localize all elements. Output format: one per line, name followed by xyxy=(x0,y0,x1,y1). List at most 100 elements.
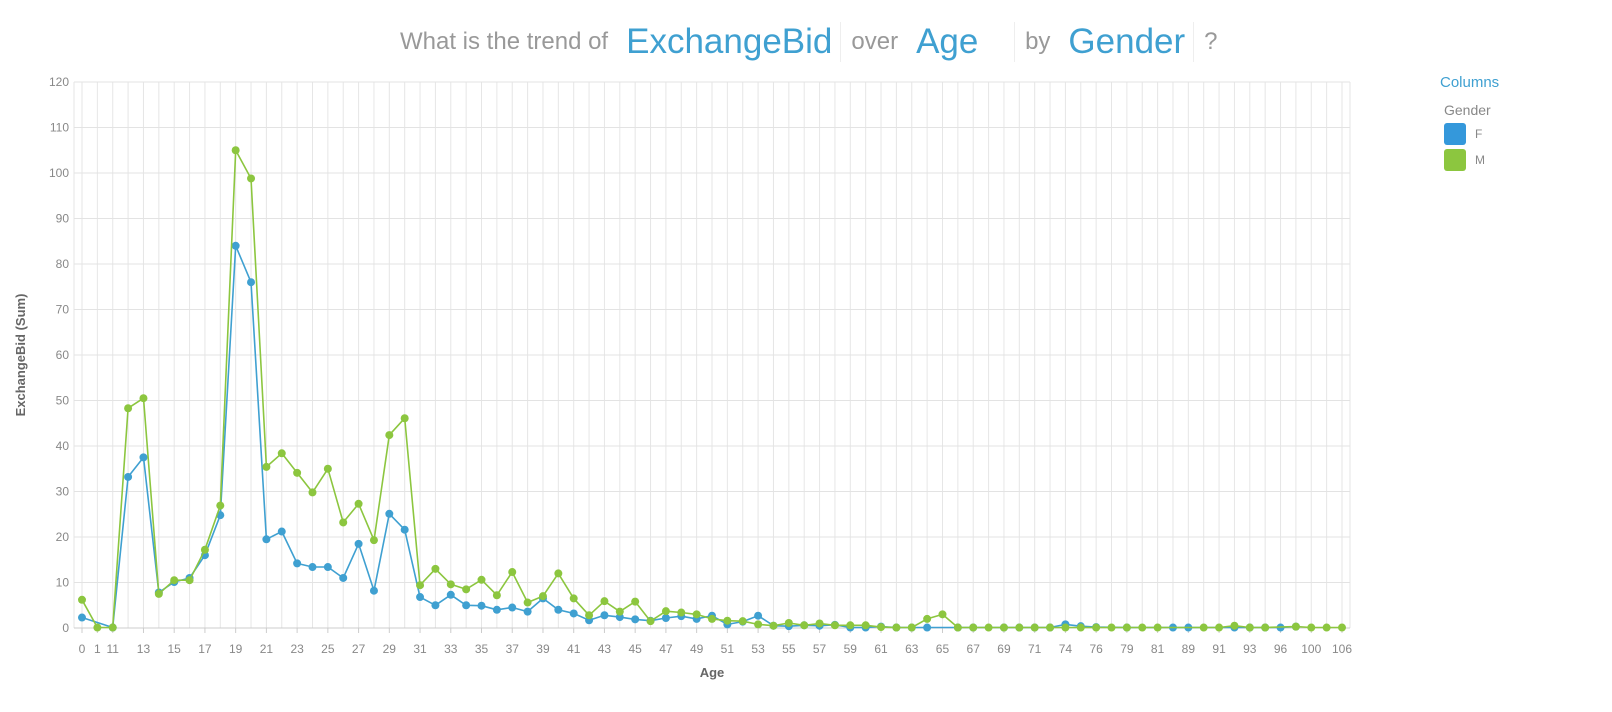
legend-item-m[interactable]: M xyxy=(1444,147,1499,173)
data-point-m xyxy=(861,621,870,630)
data-point-f xyxy=(492,605,501,614)
data-point-f xyxy=(385,509,394,518)
data-point-m xyxy=(78,595,86,604)
data-point-m xyxy=(1107,623,1116,632)
data-point-m xyxy=(661,607,670,616)
data-point-m xyxy=(416,581,425,590)
data-point-f xyxy=(262,535,271,544)
data-point-f xyxy=(923,623,932,632)
data-point-m xyxy=(585,611,594,620)
question-suffix: ? xyxy=(1204,28,1218,55)
x-tick-label: 23 xyxy=(290,642,304,656)
data-point-f xyxy=(554,605,563,614)
data-point-m xyxy=(369,536,378,545)
x-tick-label: 51 xyxy=(721,642,735,656)
data-point-f xyxy=(477,601,486,610)
data-point-m xyxy=(738,617,747,626)
data-point-m xyxy=(262,462,271,471)
data-point-m xyxy=(877,623,886,632)
data-point-m xyxy=(938,610,947,619)
data-point-f xyxy=(600,611,609,620)
x-tick-label: 45 xyxy=(628,642,642,656)
data-point-m xyxy=(677,608,686,617)
x-tick-label: 47 xyxy=(659,642,673,656)
data-point-m xyxy=(692,610,701,619)
data-point-m xyxy=(1245,623,1254,632)
question-by-word: by xyxy=(1025,28,1051,55)
data-point-m xyxy=(969,623,978,632)
data-point-m xyxy=(1138,623,1147,632)
data-point-m xyxy=(1153,623,1162,632)
data-point-m xyxy=(354,499,363,508)
legend-title[interactable]: Columns xyxy=(1440,74,1500,91)
series-m xyxy=(78,146,1346,632)
data-point-m xyxy=(139,394,148,403)
data-point-m xyxy=(154,589,163,598)
x-tick-label: 59 xyxy=(844,642,858,656)
legend: Columns Gender F M xyxy=(1440,74,1499,173)
x-tick-label: 55 xyxy=(782,642,796,656)
data-point-f xyxy=(754,611,763,620)
x-tick-label: 91 xyxy=(1212,642,1226,656)
data-point-m xyxy=(1030,623,1039,632)
x-tick-label: 1 xyxy=(94,642,101,656)
x-tick-label: 89 xyxy=(1182,642,1196,656)
x-tick-label: 13 xyxy=(137,642,151,656)
question-bar: What is the trend of ExchangeBid over Ag… xyxy=(400,16,1228,68)
data-point-m xyxy=(247,174,256,183)
data-point-m xyxy=(1092,623,1101,632)
legend-swatch-m xyxy=(1444,149,1466,171)
y-tick-label: 120 xyxy=(49,75,69,89)
data-point-m xyxy=(308,488,317,497)
legend-item-f[interactable]: F xyxy=(1444,121,1499,147)
measure-field-selector[interactable]: ExchangeBid xyxy=(618,22,842,62)
data-point-m xyxy=(923,614,932,623)
data-point-f xyxy=(661,613,670,622)
data-point-m xyxy=(830,621,839,630)
data-point-m xyxy=(815,619,824,628)
data-point-m xyxy=(723,616,732,625)
y-axis-title: ExchangeBid (Sum) xyxy=(13,294,28,417)
x-tick-label: 43 xyxy=(598,642,612,656)
x-tick-label: 25 xyxy=(321,642,335,656)
data-point-m xyxy=(1015,623,1024,632)
data-point-m xyxy=(124,404,133,413)
data-point-m xyxy=(554,569,563,578)
x-tick-label: 100 xyxy=(1301,642,1321,656)
data-point-m xyxy=(708,614,716,623)
data-point-f xyxy=(462,601,471,610)
dimension-field-selector[interactable]: Age xyxy=(908,22,1016,62)
data-point-m xyxy=(400,414,409,423)
x-tick-label: 33 xyxy=(444,642,458,656)
data-point-m xyxy=(569,594,578,603)
x-tick-label: 31 xyxy=(413,642,427,656)
data-point-f xyxy=(631,615,640,624)
data-point-f xyxy=(139,453,148,462)
group-field-selector[interactable]: Gender xyxy=(1060,22,1195,62)
data-point-m xyxy=(492,591,501,600)
x-tick-label: 74 xyxy=(1059,642,1073,656)
data-point-m xyxy=(892,623,901,632)
data-point-m xyxy=(277,449,286,458)
data-point-m xyxy=(631,597,640,606)
data-point-m xyxy=(800,621,809,630)
data-point-f xyxy=(569,609,578,618)
data-point-m xyxy=(1061,623,1070,632)
x-tick-label: 65 xyxy=(936,642,950,656)
data-point-m xyxy=(216,501,225,510)
data-point-m xyxy=(231,146,240,155)
x-tick-label: 53 xyxy=(751,642,765,656)
data-point-m xyxy=(1261,623,1270,632)
data-point-m xyxy=(523,598,532,607)
y-tick-label: 0 xyxy=(62,621,69,635)
x-tick-label: 67 xyxy=(967,642,981,656)
data-point-m xyxy=(769,621,778,630)
data-point-m xyxy=(784,618,793,627)
data-point-m xyxy=(538,592,547,601)
data-point-f xyxy=(78,613,86,622)
data-point-m xyxy=(477,575,486,584)
data-point-m xyxy=(754,620,763,629)
x-tick-label: 93 xyxy=(1243,642,1257,656)
y-tick-label: 60 xyxy=(56,348,70,362)
x-tick-label: 15 xyxy=(168,642,182,656)
